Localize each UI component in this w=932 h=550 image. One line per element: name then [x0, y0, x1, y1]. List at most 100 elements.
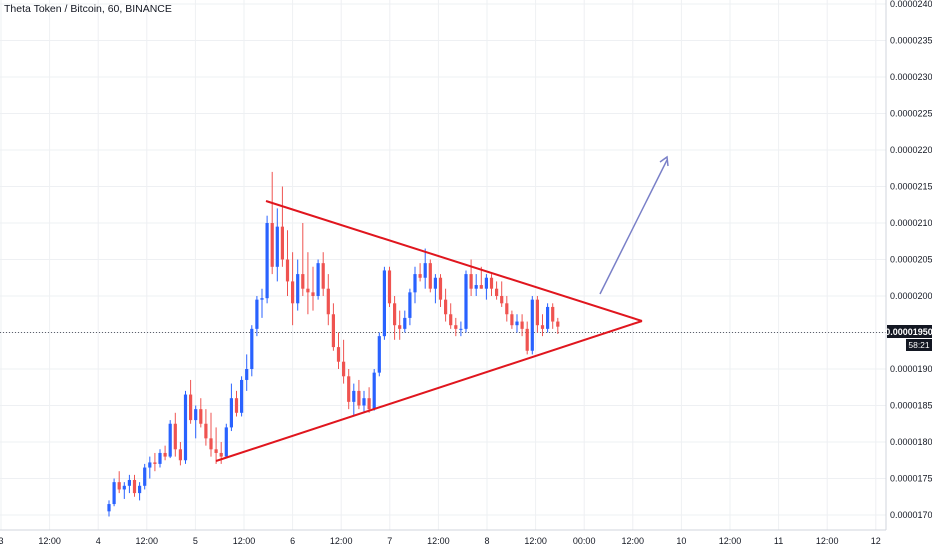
candle[interactable]	[214, 427, 218, 464]
candle[interactable]	[469, 259, 473, 297]
candle[interactable]	[530, 296, 534, 355]
candle[interactable]	[183, 390, 188, 464]
candle[interactable]	[408, 288, 412, 326]
triangle-upper-trendline[interactable]	[265, 200, 643, 322]
candle[interactable]	[398, 310, 402, 340]
candle[interactable]	[505, 296, 509, 322]
candle[interactable]	[163, 445, 167, 461]
candle[interactable]	[209, 412, 213, 457]
candle[interactable]	[148, 456, 152, 479]
candle[interactable]	[535, 296, 539, 333]
candle[interactable]	[352, 383, 356, 417]
candle-body	[459, 328, 463, 330]
candle[interactable]	[285, 230, 290, 296]
candle[interactable]	[551, 303, 555, 329]
candle[interactable]	[459, 321, 463, 337]
candle[interactable]	[204, 409, 208, 446]
candle[interactable]	[301, 223, 305, 296]
time-axis[interactable]: 3 12:00 4 12:00 5 12:00 6 12:00 7 12:00 8 12:00 00:0…	[0, 536, 881, 546]
candle[interactable]	[464, 270, 468, 333]
time-tick-label: 12:00	[136, 536, 159, 546]
candle[interactable]	[438, 274, 443, 307]
candle[interactable]	[484, 274, 488, 300]
candle[interactable]	[489, 274, 494, 296]
candle[interactable]	[291, 252, 295, 326]
candle[interactable]	[168, 420, 172, 459]
candle[interactable]	[372, 369, 376, 411]
candle[interactable]	[122, 482, 126, 499]
candle[interactable]	[199, 398, 203, 428]
candle[interactable]	[367, 387, 371, 413]
candle[interactable]	[311, 266, 315, 311]
candle[interactable]	[117, 471, 121, 494]
candle[interactable]	[546, 303, 550, 333]
candle[interactable]	[520, 314, 524, 337]
candle[interactable]	[403, 310, 407, 333]
candle[interactable]	[229, 383, 233, 432]
candle[interactable]	[428, 259, 432, 293]
candle[interactable]	[347, 369, 351, 410]
candle-body	[551, 306, 555, 322]
triangle-lower-trendline[interactable]	[215, 320, 643, 462]
candle[interactable]	[393, 296, 397, 340]
candle[interactable]	[245, 354, 249, 391]
candle[interactable]	[153, 452, 157, 472]
candle[interactable]	[224, 423, 228, 459]
candle[interactable]	[556, 317, 560, 334]
breakout-arrow-shaft[interactable]	[599, 159, 668, 295]
candle[interactable]	[296, 259, 300, 311]
candle[interactable]	[413, 266, 417, 304]
candle[interactable]	[357, 379, 361, 410]
candle[interactable]	[387, 266, 392, 307]
candle[interactable]	[321, 252, 325, 296]
candle[interactable]	[474, 274, 478, 296]
candle[interactable]	[127, 474, 131, 494]
candle[interactable]	[510, 310, 514, 329]
candle[interactable]	[132, 474, 137, 497]
candle[interactable]	[377, 332, 381, 377]
candle[interactable]	[158, 449, 162, 468]
candle[interactable]	[189, 379, 193, 424]
candle[interactable]	[444, 288, 448, 322]
candle[interactable]	[255, 296, 259, 337]
candle[interactable]	[433, 274, 437, 304]
candle[interactable]	[234, 390, 239, 417]
candle[interactable]	[240, 376, 244, 417]
candle[interactable]	[495, 281, 499, 300]
candle[interactable]	[270, 171, 274, 275]
candle[interactable]	[449, 303, 453, 329]
candle[interactable]	[382, 266, 386, 340]
candle[interactable]	[107, 500, 111, 517]
candle[interactable]	[306, 252, 310, 315]
candle[interactable]	[423, 248, 427, 289]
candle[interactable]	[342, 339, 346, 384]
candle[interactable]	[250, 325, 254, 377]
candle[interactable]	[275, 208, 279, 282]
candle[interactable]	[500, 281, 504, 307]
candle[interactable]	[362, 390, 366, 413]
candle[interactable]	[138, 482, 142, 501]
candle[interactable]	[540, 314, 545, 337]
candle[interactable]	[331, 303, 335, 351]
candle[interactable]	[280, 186, 284, 267]
candle[interactable]	[336, 332, 341, 370]
candle[interactable]	[525, 321, 529, 355]
candle[interactable]	[173, 412, 177, 457]
candle[interactable]	[143, 463, 147, 490]
candle[interactable]	[112, 478, 116, 507]
candle-body	[199, 409, 203, 424]
candle[interactable]	[515, 314, 519, 333]
candle[interactable]	[260, 288, 264, 318]
candle[interactable]	[418, 263, 422, 282]
candle[interactable]	[194, 405, 198, 439]
candle-body	[112, 482, 116, 505]
candle[interactable]	[265, 215, 269, 304]
candle[interactable]	[178, 442, 182, 466]
candle[interactable]	[316, 259, 320, 300]
candle[interactable]	[454, 317, 458, 337]
candle[interactable]	[326, 274, 330, 326]
